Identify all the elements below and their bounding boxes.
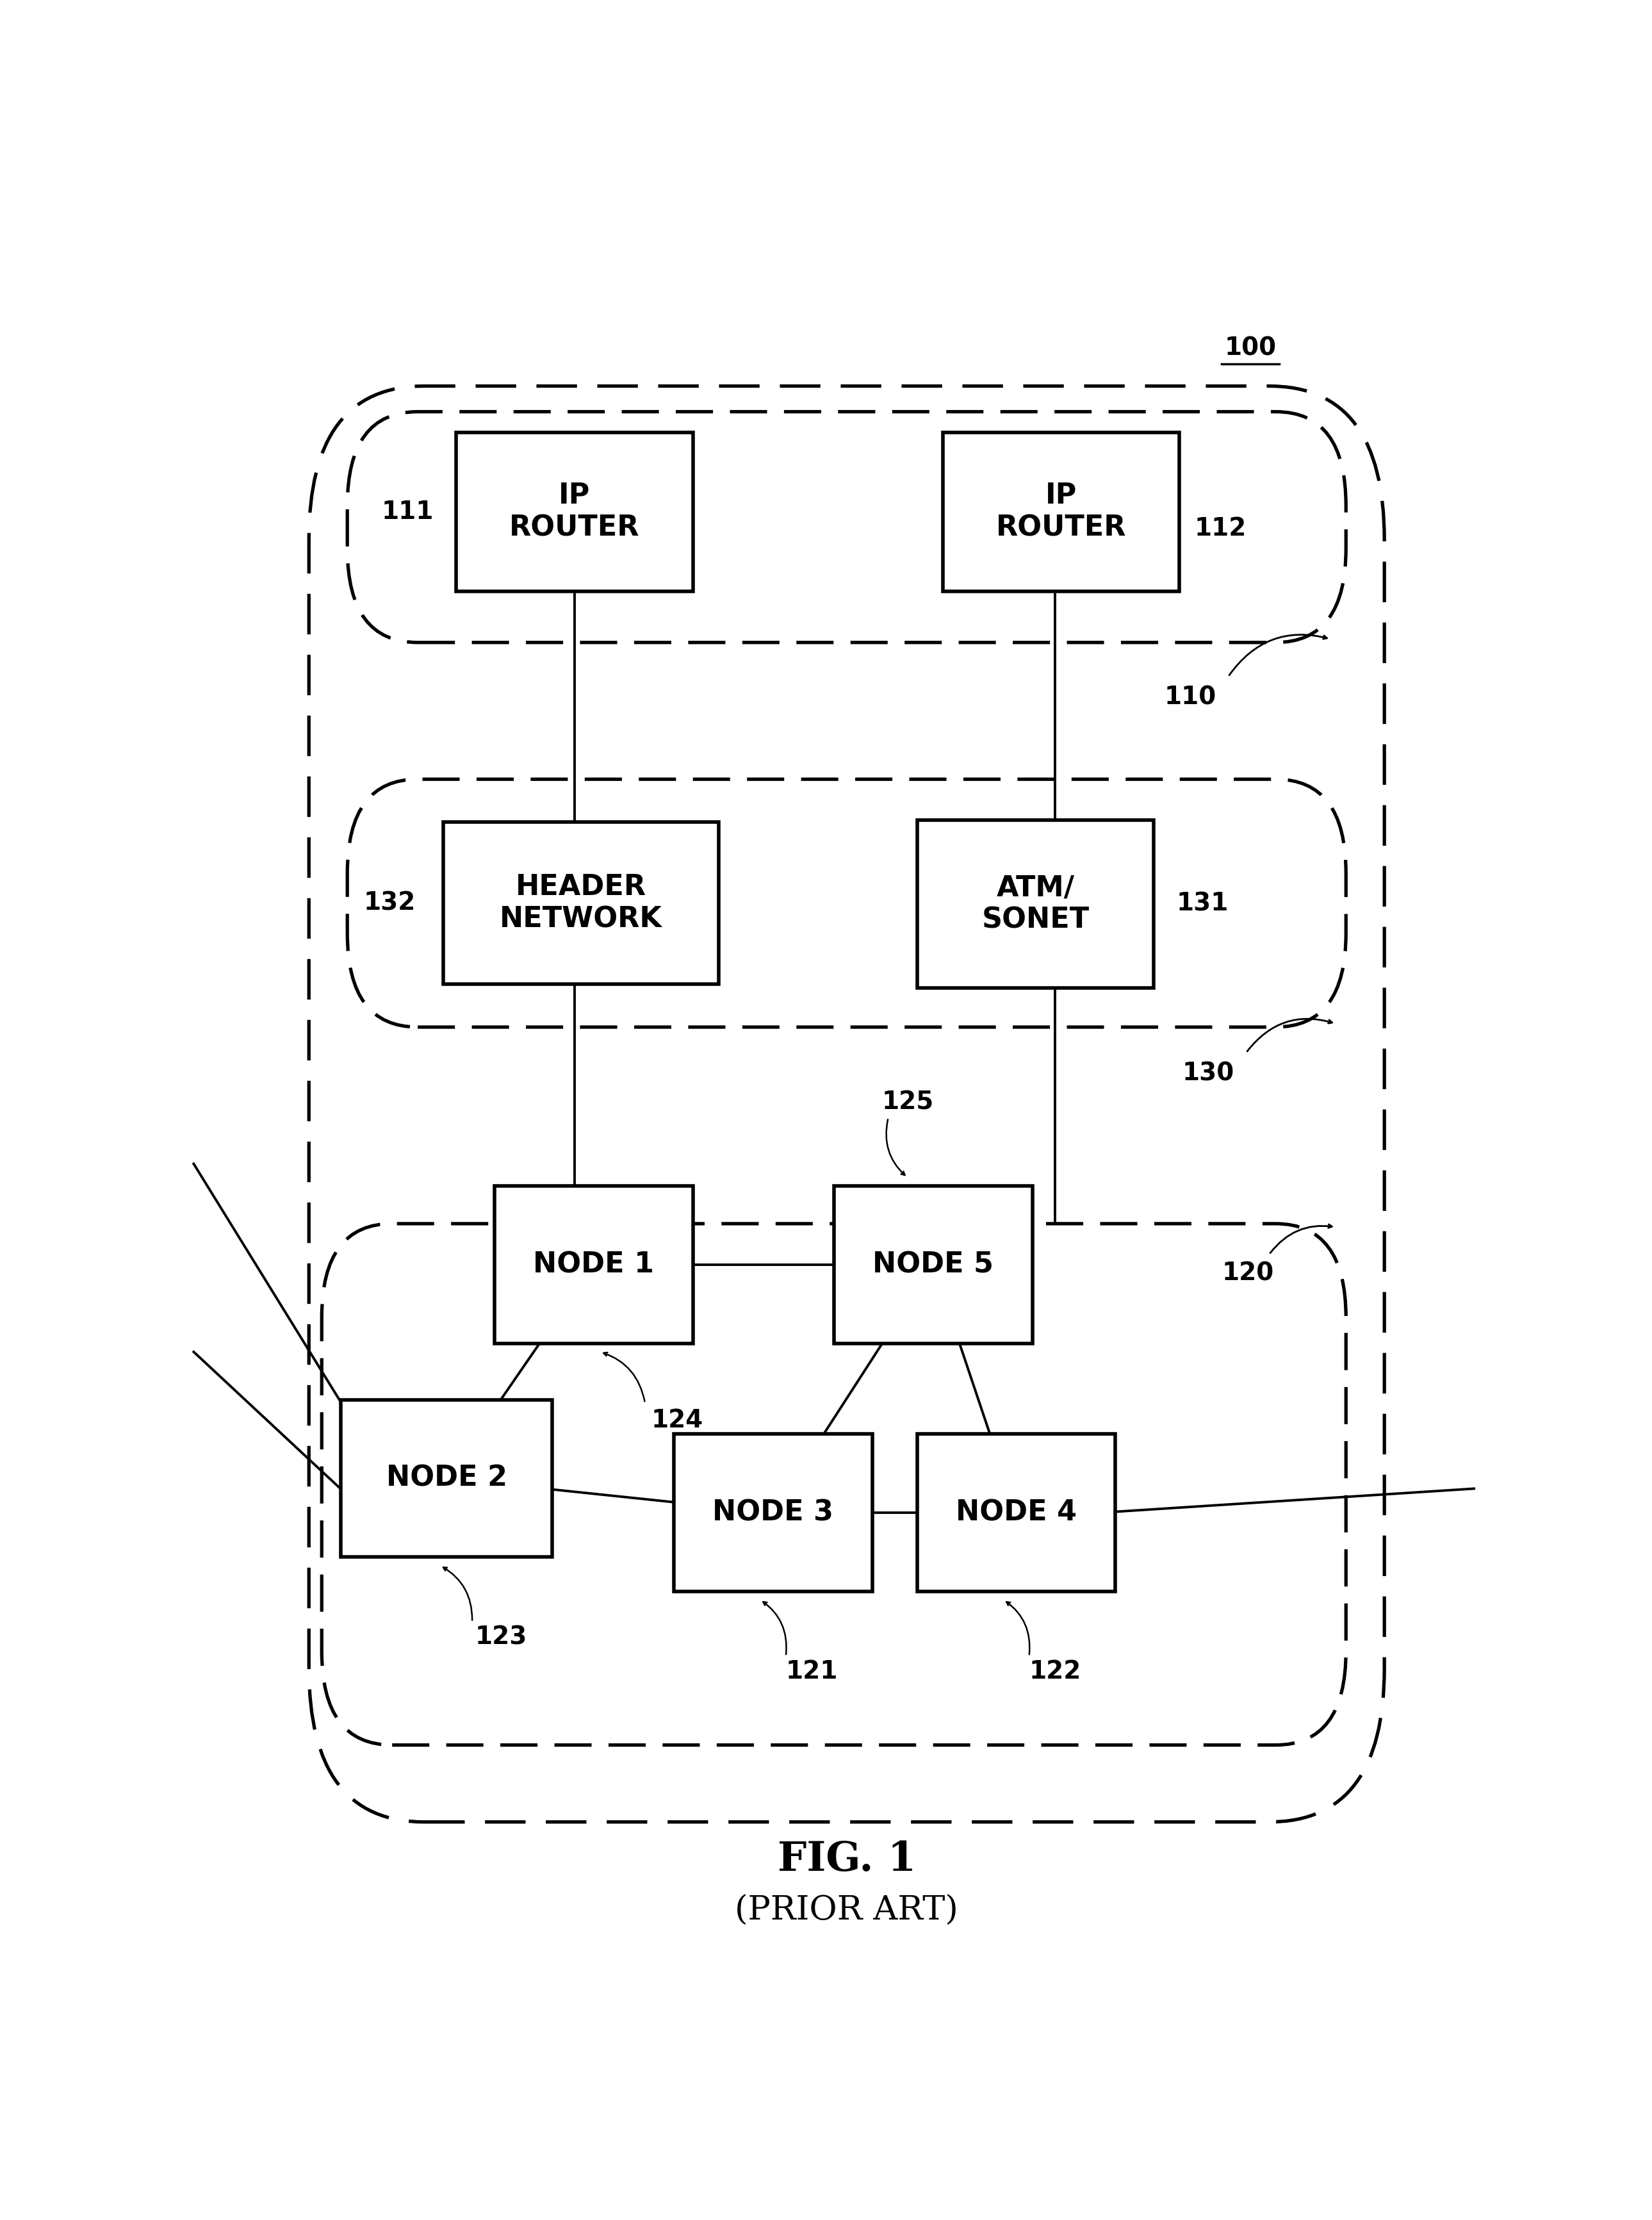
Text: FIG. 1: FIG. 1 [778, 1840, 915, 1878]
Text: 130: 130 [1183, 1061, 1234, 1086]
Text: NODE 1: NODE 1 [534, 1250, 654, 1279]
FancyBboxPatch shape [456, 433, 694, 591]
FancyBboxPatch shape [834, 1185, 1032, 1343]
Text: 112: 112 [1194, 517, 1247, 542]
Text: ATM/
SONET: ATM/ SONET [981, 875, 1089, 935]
FancyBboxPatch shape [443, 821, 719, 983]
Text: 110: 110 [1165, 686, 1216, 710]
Text: 124: 124 [651, 1407, 704, 1432]
FancyBboxPatch shape [917, 1434, 1115, 1592]
Text: 123: 123 [474, 1625, 527, 1649]
Text: (PRIOR ART): (PRIOR ART) [735, 1894, 958, 1927]
Text: NODE 2: NODE 2 [387, 1465, 507, 1492]
Text: NODE 3: NODE 3 [712, 1498, 834, 1527]
Text: 122: 122 [1029, 1661, 1080, 1685]
FancyBboxPatch shape [674, 1434, 872, 1592]
Text: NODE 4: NODE 4 [957, 1498, 1077, 1527]
Text: 100: 100 [1224, 335, 1277, 360]
Text: 111: 111 [382, 499, 433, 524]
FancyBboxPatch shape [494, 1185, 694, 1343]
Text: 120: 120 [1222, 1261, 1274, 1285]
FancyBboxPatch shape [917, 819, 1153, 988]
Text: 121: 121 [786, 1661, 838, 1685]
Text: 132: 132 [363, 890, 416, 915]
Text: NODE 5: NODE 5 [872, 1250, 993, 1279]
Text: 125: 125 [882, 1090, 933, 1114]
FancyBboxPatch shape [340, 1401, 552, 1556]
Text: IP
ROUTER: IP ROUTER [996, 482, 1127, 542]
Text: HEADER
NETWORK: HEADER NETWORK [499, 872, 662, 932]
FancyBboxPatch shape [943, 433, 1180, 591]
Text: IP
ROUTER: IP ROUTER [509, 482, 639, 542]
Text: 131: 131 [1176, 892, 1229, 917]
